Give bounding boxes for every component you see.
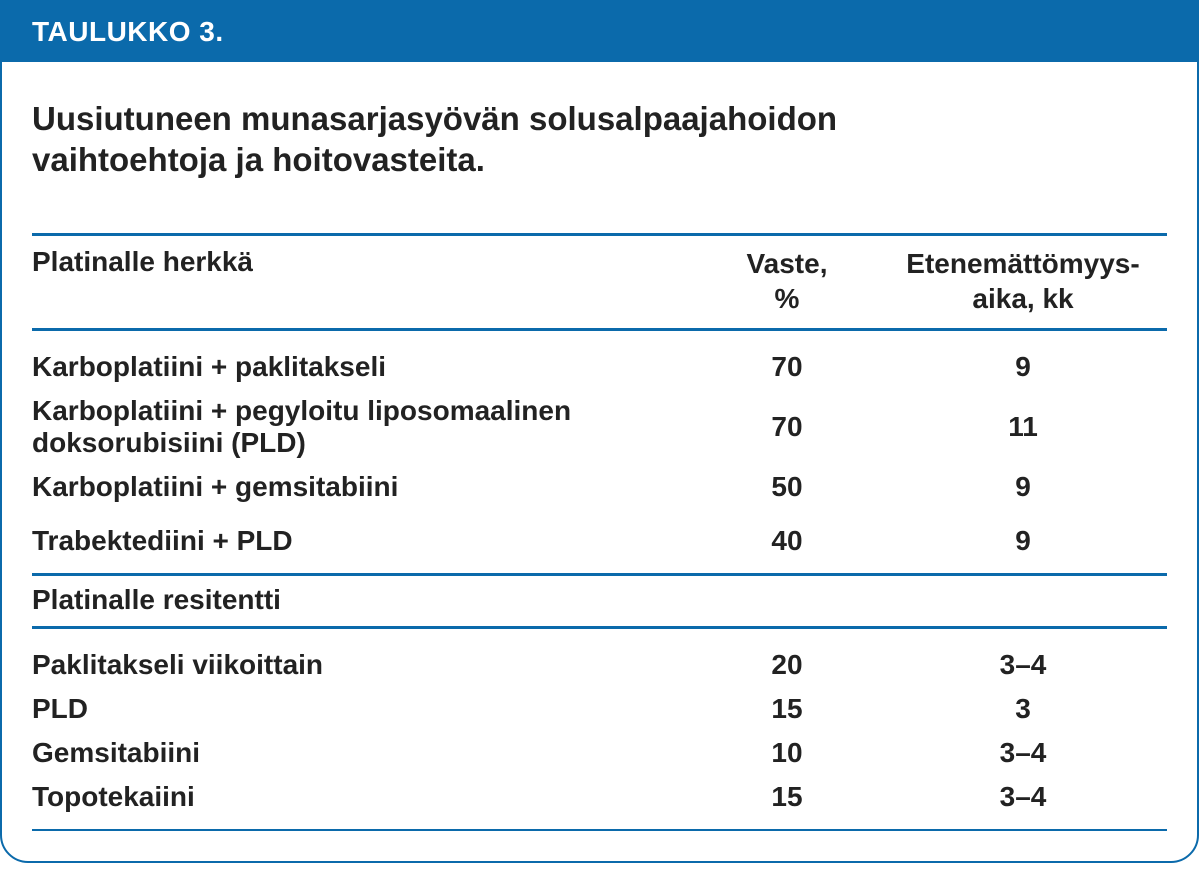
table-row: Trabektediini + PLD409 bbox=[32, 519, 1167, 563]
table-row: Karboplatiini + gemsitabiini509 bbox=[32, 465, 1167, 509]
data-rows: Paklitakseli viikoittain203–4PLD153Gemsi… bbox=[32, 629, 1167, 829]
section-title: Platinalle resitentti bbox=[32, 584, 1167, 616]
table-rule-bottom bbox=[32, 829, 1167, 831]
response-cell: 40 bbox=[687, 525, 887, 557]
table-header-label: TAULUKKO 3. bbox=[32, 16, 224, 47]
table-row: Karboplatiini + paklitakseli709 bbox=[32, 345, 1167, 389]
treatment-cell: Topotekaiini bbox=[32, 781, 687, 813]
treatment-cell: Karboplatiini + paklitakseli bbox=[32, 351, 687, 383]
section-title-row: Platinalle resitentti bbox=[32, 576, 1167, 626]
table-sections: Platinalle herkkäVaste,%Etenemättömyys-a… bbox=[32, 233, 1167, 831]
pfs-cell: 9 bbox=[887, 351, 1167, 383]
column-header-pfs: Etenemättömyys-aika, kk bbox=[887, 246, 1167, 316]
column-headers: Platinalle herkkäVaste,%Etenemättömyys-a… bbox=[32, 236, 1167, 328]
response-cell: 70 bbox=[687, 351, 887, 383]
response-cell: 15 bbox=[687, 693, 887, 725]
table-header-bar: TAULUKKO 3. bbox=[2, 2, 1197, 62]
data-rows: Karboplatiini + paklitakseli709Karboplat… bbox=[32, 331, 1167, 573]
pfs-cell: 3–4 bbox=[887, 781, 1167, 813]
column-header-response: Vaste,% bbox=[687, 246, 887, 316]
treatment-cell: Paklitakseli viikoittain bbox=[32, 649, 687, 681]
table-row: Paklitakseli viikoittain203–4 bbox=[32, 643, 1167, 687]
table-row: Karboplatiini + pegyloitu liposomaalinen… bbox=[32, 389, 1167, 465]
treatment-cell: PLD bbox=[32, 693, 687, 725]
treatment-cell: Trabektediini + PLD bbox=[32, 525, 687, 557]
response-cell: 15 bbox=[687, 781, 887, 813]
treatment-cell: Gemsitabiini bbox=[32, 737, 687, 769]
table-body: Uusiutuneen munasarjasyövän solusalpaaja… bbox=[2, 62, 1197, 861]
pfs-cell: 9 bbox=[887, 471, 1167, 503]
treatment-cell: Karboplatiini + pegyloitu liposomaalinen… bbox=[32, 395, 687, 459]
pfs-cell: 3 bbox=[887, 693, 1167, 725]
response-cell: 50 bbox=[687, 471, 887, 503]
pfs-cell: 9 bbox=[887, 525, 1167, 557]
table-row: Topotekaiini153–4 bbox=[32, 775, 1167, 819]
response-cell: 20 bbox=[687, 649, 887, 681]
table-3-container: TAULUKKO 3. Uusiutuneen munasarjasyövän … bbox=[0, 0, 1199, 863]
table-row: Gemsitabiini103–4 bbox=[32, 731, 1167, 775]
treatment-cell: Karboplatiini + gemsitabiini bbox=[32, 471, 687, 503]
pfs-cell: 11 bbox=[887, 411, 1167, 443]
pfs-cell: 3–4 bbox=[887, 737, 1167, 769]
section-title: Platinalle herkkä bbox=[32, 246, 687, 316]
pfs-cell: 3–4 bbox=[887, 649, 1167, 681]
response-cell: 70 bbox=[687, 411, 887, 443]
table-caption: Uusiutuneen munasarjasyövän solusalpaaja… bbox=[32, 98, 1012, 181]
table-row: PLD153 bbox=[32, 687, 1167, 731]
response-cell: 10 bbox=[687, 737, 887, 769]
